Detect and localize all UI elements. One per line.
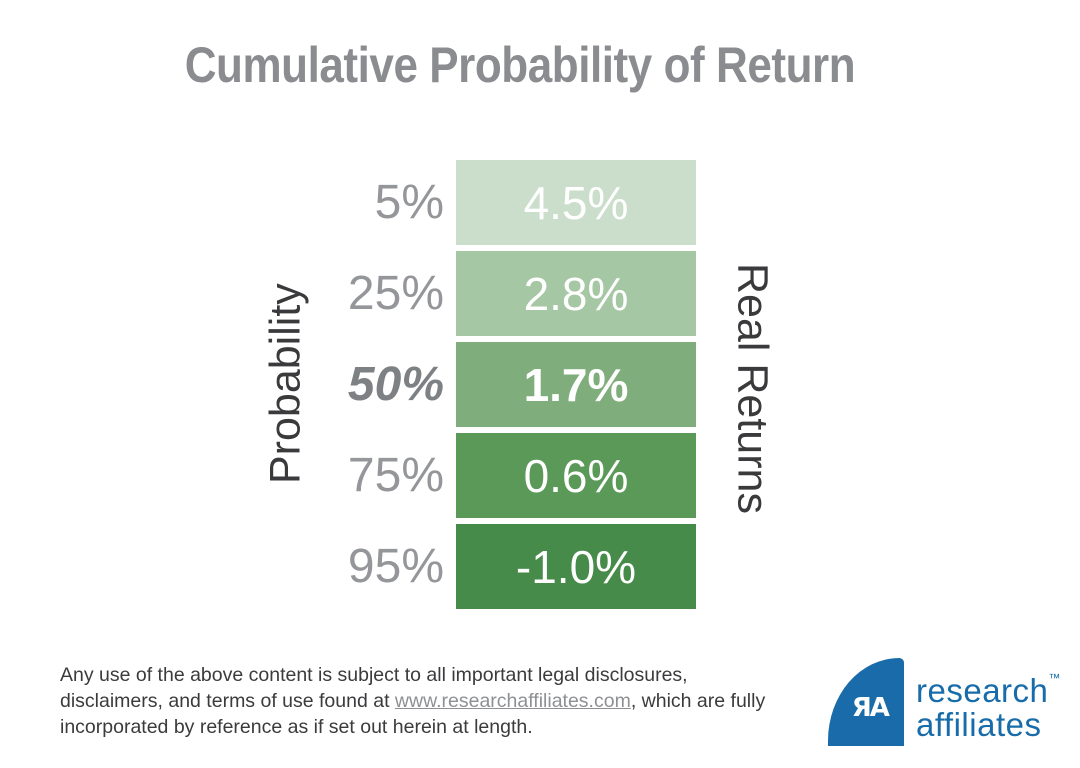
return-bar: 0.6% [456, 433, 696, 518]
return-value: -1.0% [515, 540, 637, 593]
return-value: 0.6% [523, 449, 629, 502]
return-value: 4.5% [523, 176, 629, 229]
probability-return-chart: 5% 4.5% 25% 2.8% 50% 1.7% 75% 0.6% 95% [244, 160, 696, 609]
ra-monogram-icon: ЯA [851, 693, 890, 724]
return-bar: -1.0% [456, 524, 696, 609]
return-bar: 4.5% [456, 160, 696, 245]
ra-logo-mark-icon: ЯA [828, 658, 904, 746]
probability-label: 25% [347, 267, 444, 320]
legal-disclaimer: Any use of the above content is subject … [60, 662, 766, 740]
logo-word-affiliates: affiliates [916, 706, 1042, 743]
right-axis-label-real-returns: Real Returns [728, 262, 777, 514]
research-affiliates-link[interactable]: www.researchaffiliates.com [394, 690, 631, 712]
logo-wordmark: research™ affiliates [916, 658, 1060, 746]
disclaimer-text-after: , which are fully incorporated by refere… [60, 690, 766, 738]
page-title: Cumulative Probability of Return [184, 37, 856, 93]
trademark-symbol: ™ [1048, 671, 1061, 685]
chart-row-median: 50% 1.7% [244, 342, 696, 427]
return-bar: 1.7% [456, 342, 696, 427]
probability-label: 50% [347, 358, 444, 411]
return-bar: 2.8% [456, 251, 696, 336]
logo-word-research: research [916, 672, 1049, 709]
return-value: 2.8% [523, 267, 629, 320]
chart-row: 25% 2.8% [244, 251, 696, 336]
disclaimer-text-before: Any use of the above content is subject … [60, 664, 688, 712]
probability-label: 95% [347, 540, 444, 593]
chart-row: 75% 0.6% [244, 433, 696, 518]
chart-row: 5% 4.5% [244, 160, 696, 245]
probability-label: 75% [347, 449, 444, 502]
return-value: 1.7% [523, 358, 629, 411]
probability-label: 5% [374, 176, 444, 229]
research-affiliates-logo: ЯA research™ affiliates [828, 658, 1060, 746]
chart-row: 95% -1.0% [244, 524, 696, 609]
title-wrap: Cumulative Probability of Return [0, 36, 1040, 94]
